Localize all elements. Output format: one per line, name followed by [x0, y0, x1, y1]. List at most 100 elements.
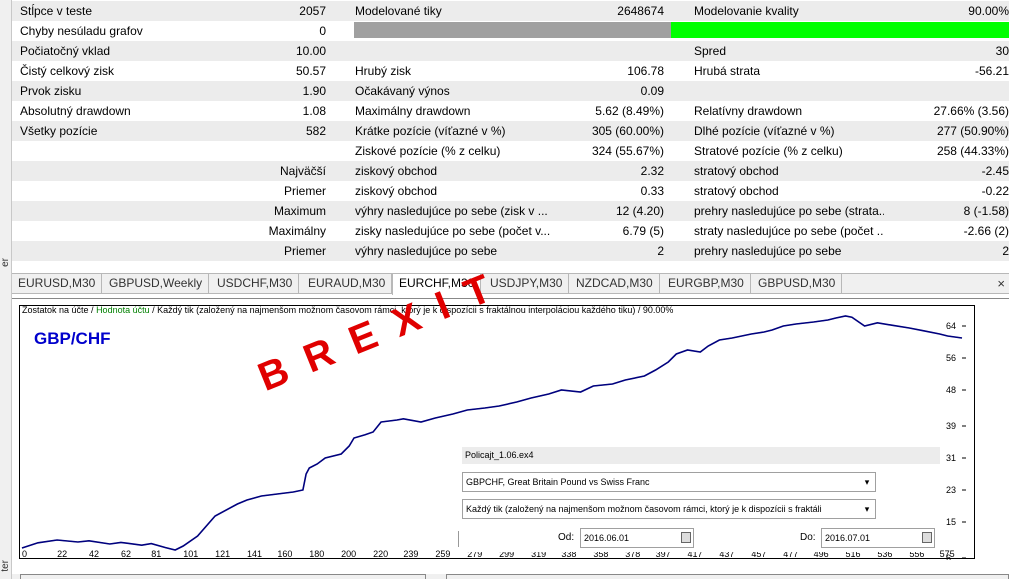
legend-equity: Hodnota účtu [96, 305, 150, 315]
report-value-3: 30 [995, 44, 1009, 58]
report-value-1: Najväčší [279, 164, 326, 178]
report-value-1: Maximálny [268, 224, 326, 238]
x-tick-label: 259 [435, 549, 450, 559]
tab-usdjpy-m30[interactable]: USDJPY,M30 [484, 274, 570, 294]
legend-balance: Zostatok na účte [22, 305, 89, 315]
tab-eurchf-m30[interactable]: EURCHF,M30 [392, 274, 482, 295]
report-label-3: prehry nasledujúce po sebe (strata... [694, 204, 884, 218]
report-row: Maximum výhry nasledujúce po sebe (zisk v… [12, 201, 1009, 221]
calendar-icon[interactable] [681, 532, 691, 543]
report-value-2: 0.09 [640, 84, 664, 98]
report-value-2: 106.78 [627, 64, 664, 78]
x-tick-label: 42 [89, 549, 99, 559]
report-label-2: výhry nasledujúce po sebe [355, 244, 498, 258]
tab-eurgbp-m30[interactable]: EURGBP,M30 [662, 274, 751, 294]
to-date-field[interactable]: 2016.07.01 [821, 528, 935, 548]
bottom-frame-left [20, 574, 426, 579]
symbol-select[interactable]: GBPCHF, Great Britain Pound vs Swiss Fra… [462, 472, 876, 492]
report-value-2: 2 [657, 244, 664, 258]
tab-euraud-m30[interactable]: EURAUD,M30 [302, 274, 393, 294]
report-value-2: 6.79 (5) [622, 224, 664, 238]
report-label-1: Všetky pozície [20, 124, 98, 138]
report-label-3: Hrubá strata [694, 64, 761, 78]
tab-nzdcad-m30[interactable]: NZDCAD,M30 [570, 274, 660, 294]
report-label-2: Maximálny drawdown [355, 104, 471, 118]
x-tick-label: 575 [940, 549, 955, 559]
x-tick-label: 81 [151, 549, 161, 559]
report-value-1: 0 [319, 24, 326, 38]
from-date-field[interactable]: 2016.06.01 [580, 528, 694, 548]
report-row: Čistý celkový zisk 50.57 Hrubý zisk 106.78 H… [12, 61, 1009, 81]
report-value-1: Maximum [273, 204, 326, 218]
x-tick-label: 22 [57, 549, 67, 559]
report-label-3: Stratové pozície (% z celku) [694, 144, 843, 158]
x-tick-label: 397 [656, 549, 671, 559]
chart-legend: Zostatok na účte / Hodnota účtu / Každý … [22, 305, 673, 315]
report-value-1: Priemer [283, 184, 326, 198]
from-label: Od: [558, 532, 575, 543]
report-value-2: 2.32 [640, 164, 664, 178]
x-tick-label: 516 [845, 549, 860, 559]
report-value-2: 2648674 [617, 4, 664, 18]
report-value-3: 258 (44.33%) [936, 144, 1009, 158]
y-tick-label: 39 [946, 421, 956, 431]
expert-name[interactable]: Policajt_1.06.ex4 [462, 447, 940, 464]
y-tick-label: 23 [946, 485, 956, 495]
to-date-value: 2016.07.01 [825, 533, 871, 543]
report-label-1: Chyby nesúladu grafov [20, 24, 143, 38]
report-row: Ziskové pozície (% z celku) 324 (55.67%) S… [12, 141, 1009, 161]
y-tick-label: 6 [946, 553, 951, 560]
report-value-2: 12 (4.20) [615, 204, 664, 218]
x-tick-label: 338 [561, 549, 576, 559]
x-tick-label: 0 [22, 549, 27, 559]
report-value-2: 324 (55.67%) [591, 144, 664, 158]
legend-description: / Každý tik (založený na najmenšom možno… [149, 305, 674, 315]
report-value-3: -2.66 (2) [963, 224, 1009, 238]
y-tick-label: 64 [946, 321, 956, 331]
x-tick-label: 536 [877, 549, 892, 559]
report-row: Absolutný drawdown 1.08 Maximálny drawdown… [12, 101, 1009, 121]
report-row: Stĺpce v teste 2057 Modelované tiky 2648674… [12, 1, 1009, 21]
frame-edge [458, 531, 462, 547]
tester-report: Stĺpce v teste 2057 Modelované tiky 2648674… [12, 0, 1009, 262]
chevron-down-icon: ▾ [859, 473, 875, 491]
report-label-3: Dlhé pozície (víťazné v %) [694, 124, 835, 138]
report-value-1: 2057 [299, 4, 326, 18]
model-select-value: Každý tik (založený na najmenšom možnom … [466, 504, 822, 514]
x-tick-label: 477 [783, 549, 798, 559]
report-label-2: Modelované tiky [355, 4, 442, 18]
close-icon[interactable]: × [997, 276, 1005, 291]
tab-gbpusd-weekly[interactable]: GBPUSD,Weekly [103, 274, 210, 294]
tab-gbpusd-m30[interactable]: GBPUSD,M30 [752, 274, 843, 294]
report-label-2: Očakávaný výnos [355, 84, 450, 98]
tester-settings-panel: Policajt_1.06.ex4 GBPCHF, Great Britain … [458, 447, 940, 552]
x-tick-label: 220 [373, 549, 388, 559]
report-label-1: Počiatočný vklad [20, 44, 111, 58]
plot-area: 6 15 23 31 39 48 56 64 0 22 42 62 81 101 121 141 160 180 2… [19, 305, 975, 563]
report-label-1: Čistý celkový zisk [20, 64, 115, 78]
quality-bar-empty [354, 22, 671, 38]
chart-tab-bar: × EURUSD,M30 GBPUSD,Weekly USDCHF,M30 EURAU… [12, 273, 1009, 295]
x-tick-label: 299 [499, 549, 514, 559]
x-tick-label: 239 [403, 549, 418, 559]
x-tick-label: 101 [183, 549, 198, 559]
report-row: Najväčší ziskový obchod 2.32 stratový obcho… [12, 161, 1009, 181]
report-row: Priemer ziskový obchod 0.33 stratový obchod… [12, 181, 1009, 201]
report-row: Priemer výhry nasledujúce po sebe 2 prehry … [12, 241, 1009, 261]
report-label-3: Spred [694, 44, 727, 58]
to-label: Do: [800, 532, 816, 543]
report-label-3: Relatívny drawdown [694, 104, 803, 118]
report-value-3: 2 [1002, 244, 1009, 258]
dock-label-top: er [0, 258, 11, 267]
report-row: Všetky pozície 582 Krátke pozície (víťazné… [12, 121, 1009, 141]
tab-eurusd-m30[interactable]: EURUSD,M30 [12, 274, 103, 294]
tab-usdchf-m30[interactable]: USDCHF,M30 [211, 274, 300, 294]
report-label-3: stratový obchod [694, 164, 779, 178]
x-tick-label: 358 [593, 549, 608, 559]
report-row: Počiatočný vklad 10.00 Spred 30 [12, 41, 1009, 61]
calendar-icon[interactable] [922, 532, 932, 543]
report-label-2: zisky nasledujúce po sebe (počet v... [355, 224, 551, 238]
report-value-1: 50.57 [295, 64, 326, 78]
report-value-1: 582 [305, 124, 326, 138]
model-select[interactable]: Každý tik (založený na najmenšom možnom … [462, 499, 876, 519]
